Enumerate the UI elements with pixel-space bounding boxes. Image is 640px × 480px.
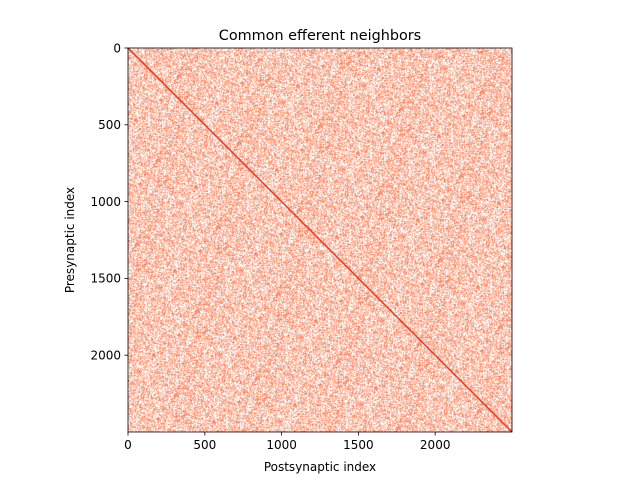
y-tick-label: 0	[113, 41, 121, 55]
chart-title: Common efferent neighbors	[219, 28, 421, 44]
y-tick-label: 500	[98, 118, 121, 132]
y-tick-label: 1000	[90, 195, 121, 209]
x-tick-label: 1500	[343, 438, 374, 452]
y-tick-label: 1500	[90, 272, 121, 286]
diagonal-line	[127, 47, 513, 433]
y-axis-label: Presynaptic index	[63, 187, 77, 293]
x-tick-label: 0	[124, 438, 132, 452]
x-axis-label: Postsynaptic index	[264, 460, 376, 474]
x-tick-label: 500	[193, 438, 216, 452]
x-axis: 0 500 1000 1500 2000	[124, 432, 450, 452]
y-axis: 0 500 1000 1500 2000	[90, 41, 128, 363]
heatmap-area	[127, 47, 513, 433]
plot-frame	[127, 47, 513, 433]
x-tick-label: 1000	[266, 438, 297, 452]
y-tick-label: 2000	[90, 349, 121, 363]
x-tick-label: 2000	[420, 438, 451, 452]
